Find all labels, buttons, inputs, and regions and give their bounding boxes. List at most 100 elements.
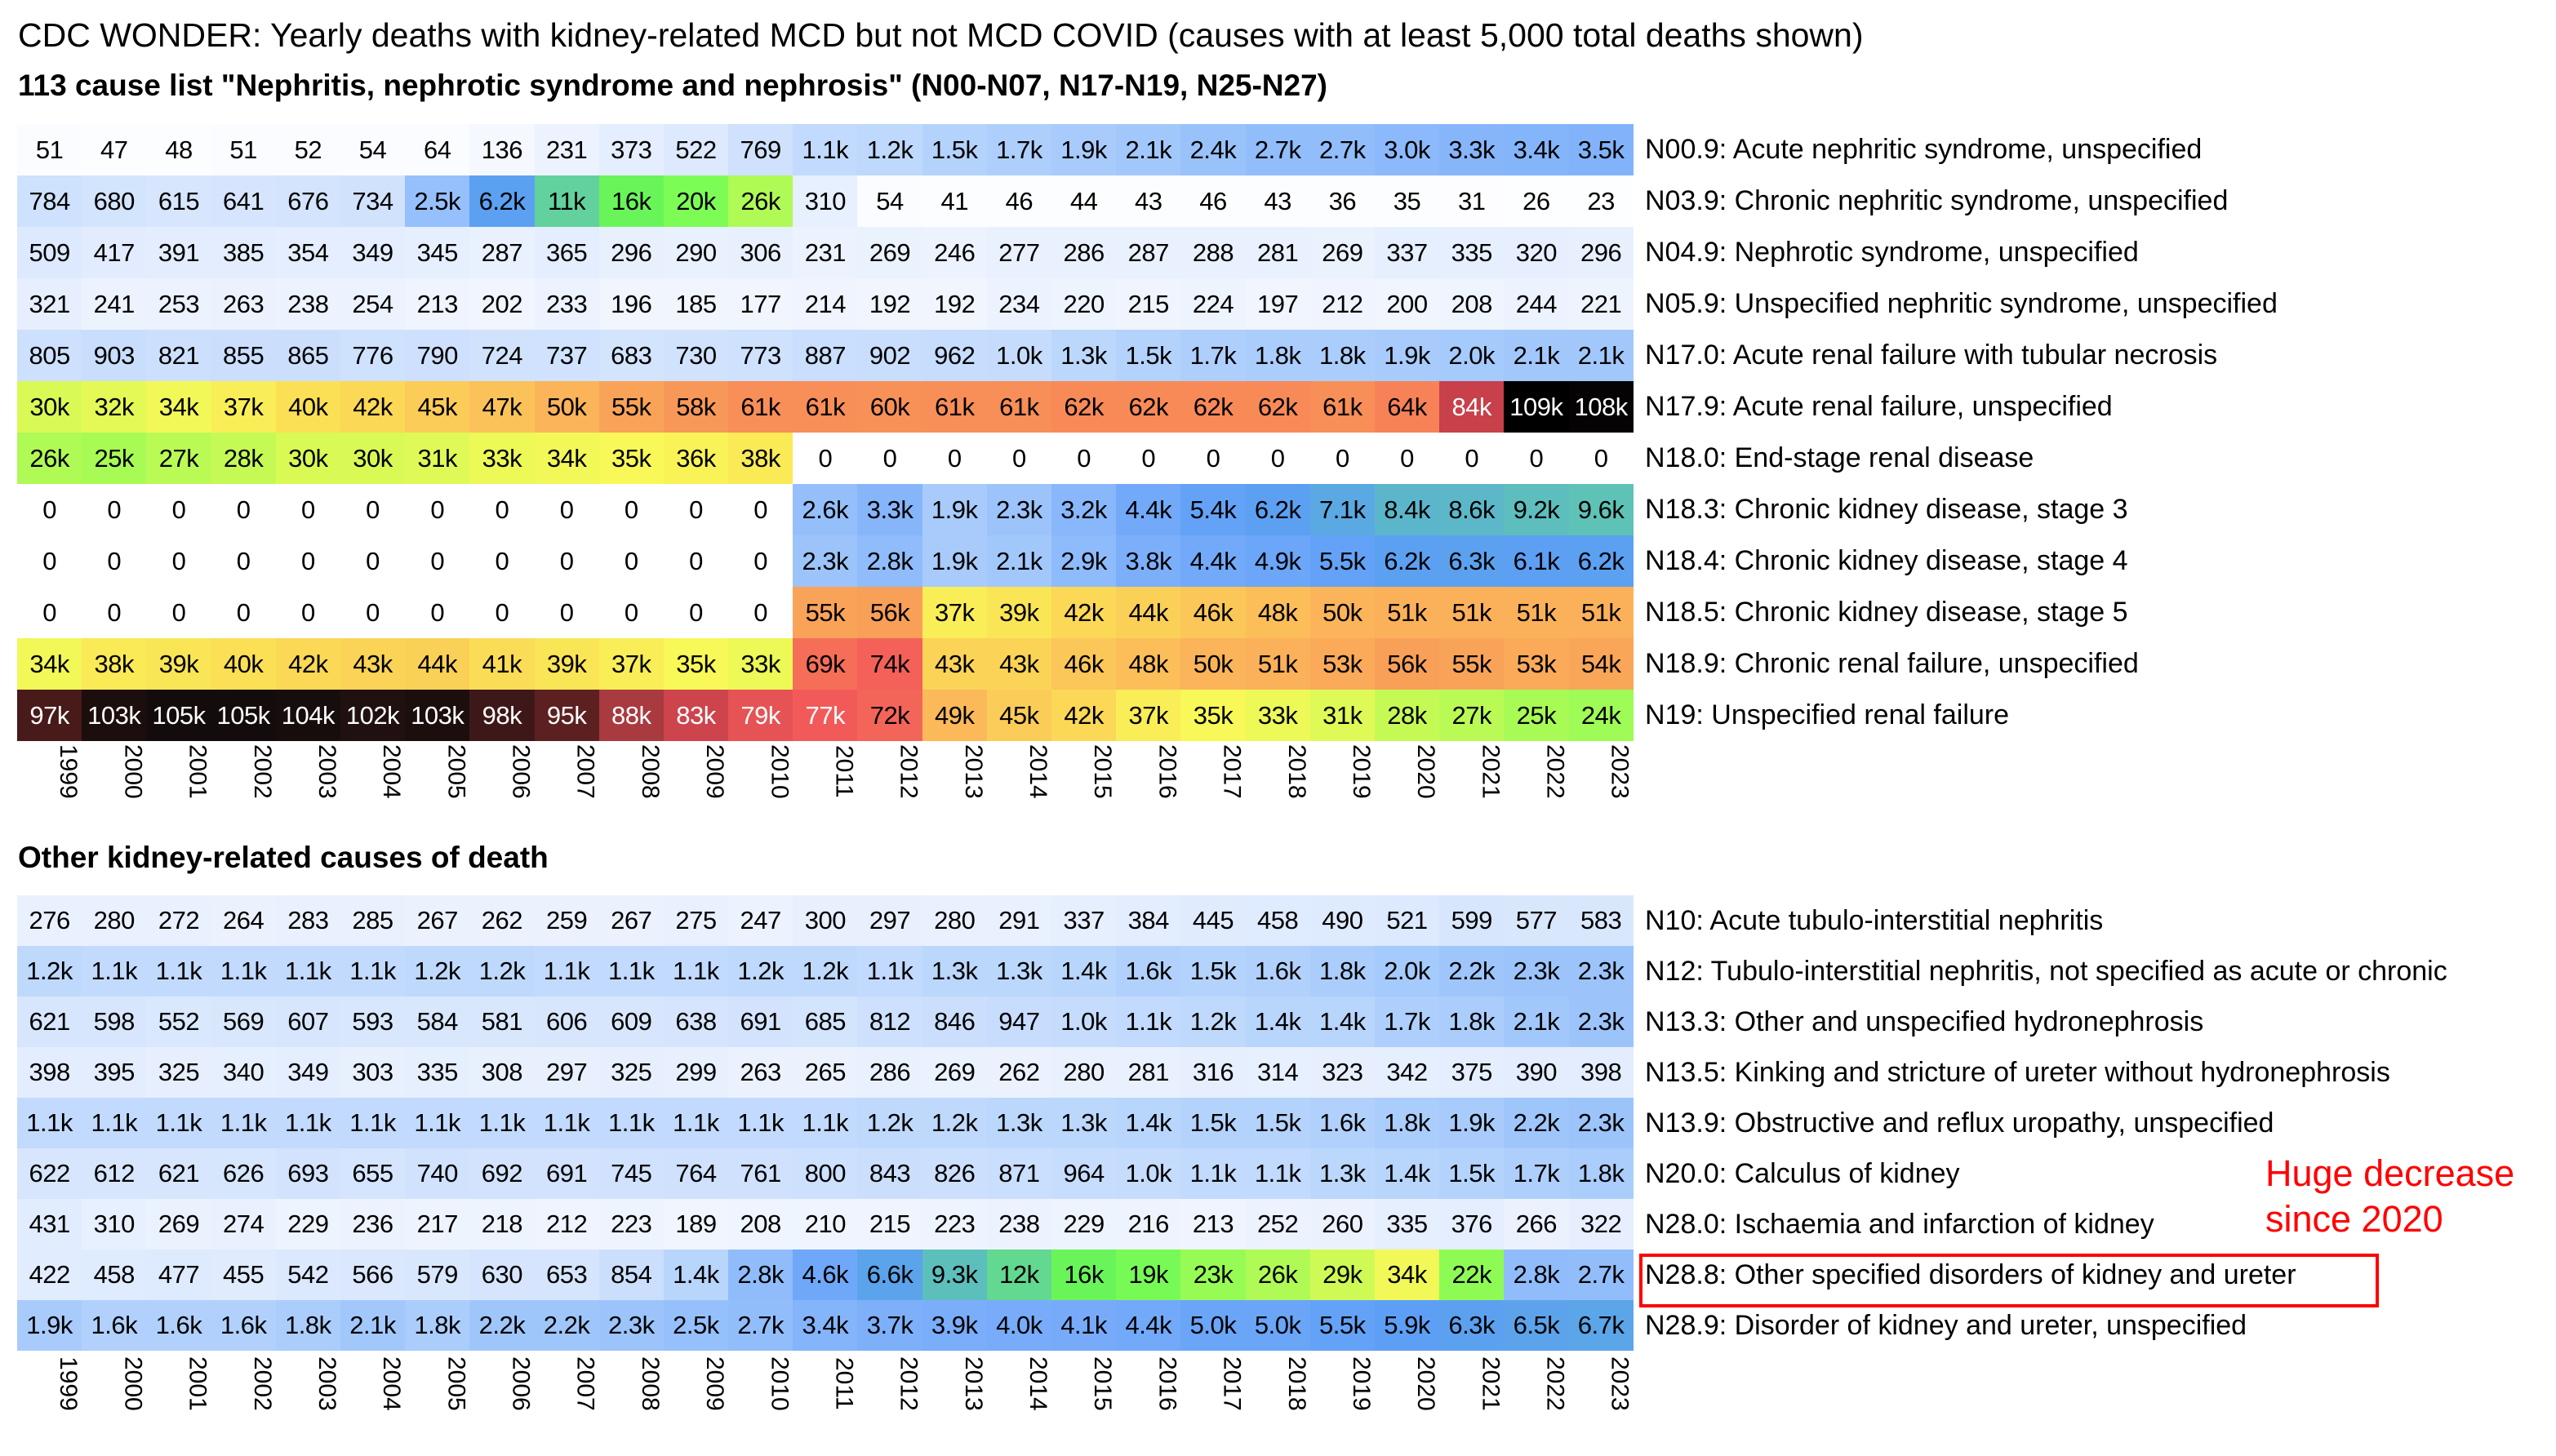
year-tick-label: 2014 xyxy=(1025,744,1051,799)
year-tick-label: 2018 xyxy=(1282,744,1310,799)
heatmap-cell: 0 xyxy=(211,484,276,535)
heatmap-cell: 2.2k xyxy=(534,1300,599,1351)
heatmap-cell: 431 xyxy=(17,1199,82,1250)
heatmap-cell: 280 xyxy=(82,895,147,946)
heatmap-cell: 1.1k xyxy=(598,946,664,997)
heatmap-cell: 1.4k xyxy=(1245,997,1310,1047)
heatmap-cell: 0 xyxy=(534,484,599,535)
heatmap-cell: 231 xyxy=(534,124,599,175)
heatmap-cell: 45k xyxy=(405,381,470,433)
heatmap-cell: 1.7k xyxy=(1504,1148,1569,1199)
heatmap-row: 26k 25k 27k 28k 30k 30k 31k 33k 34k 35k 36k 38k 0 0 0 0… xyxy=(17,433,2034,484)
heatmap-cell: 216 xyxy=(1116,1199,1181,1250)
heatmap-cell: 5.0k xyxy=(1245,1300,1310,1351)
heatmap-cell: 0 xyxy=(1374,433,1440,484)
heatmap-cell: 1.1k xyxy=(340,1098,406,1148)
heatmap-cell: 0 xyxy=(534,587,599,638)
heatmap-cell: 1.1k xyxy=(793,124,858,175)
heatmap-row: 0 0 0 0 0 0 0 0 0 0 0 0 2.6k 3.3k 1.9k 2.3k 3.2k 4.4k 5.4k… xyxy=(17,484,2128,535)
heatmap-cell: 285 xyxy=(340,895,406,946)
heatmap-cell: 761 xyxy=(728,1148,793,1199)
heatmap-cell: 1.9k xyxy=(922,535,987,587)
heatmap-cell: 340 xyxy=(211,1047,276,1098)
heatmap-cell: 3.5k xyxy=(1568,124,1634,175)
heatmap-cell: 4.9k xyxy=(1245,535,1310,587)
heatmap-cell: 784 xyxy=(17,175,82,227)
heatmap-cell: 30k xyxy=(17,381,82,433)
heatmap-cell: 1.2k xyxy=(793,946,858,997)
heatmap-cell: 2.2k xyxy=(469,1300,535,1351)
heatmap-cell: 74k xyxy=(857,638,922,690)
heatmap-cell: 5.5k xyxy=(1309,535,1375,587)
heatmap-cell: 300 xyxy=(793,895,858,946)
heatmap-row: 621 598 552 569 607 593 584 581 606 609 638 691 685 8… xyxy=(17,997,2203,1047)
heatmap-cell: 269 xyxy=(146,1199,211,1250)
heatmap-cell: 197 xyxy=(1245,278,1310,330)
heatmap-cell: 0 xyxy=(211,587,276,638)
heatmap-cell: 253 xyxy=(146,278,211,330)
heatmap-cell: 231 xyxy=(793,227,858,278)
row-label: N20.0: Calculus of kidney xyxy=(1645,1157,1960,1189)
heatmap-cell: 64 xyxy=(405,124,470,175)
heatmap-cell: 764 xyxy=(663,1148,729,1199)
heatmap-cell: 38k xyxy=(728,433,793,484)
heatmap-cell: 192 xyxy=(922,278,987,330)
heatmap-cell: 98k xyxy=(469,690,535,741)
row-label: N05.9: Unspecified nephritic syndrome, u… xyxy=(1645,288,2278,319)
year-tick-label: 2011 xyxy=(830,1357,858,1410)
heatmap-cell: 1.1k xyxy=(17,1098,82,1148)
heatmap-cell: 33k xyxy=(1245,690,1310,741)
heatmap-cell: 84k xyxy=(1439,381,1505,433)
heatmap-cell: 35k xyxy=(598,433,664,484)
heatmap-cell: 215 xyxy=(857,1199,922,1250)
heatmap-cell: 22k xyxy=(1439,1250,1505,1300)
year-tick-label: 2009 xyxy=(701,744,729,799)
heatmap-cell: 653 xyxy=(534,1250,599,1300)
heatmap-cell: 0 xyxy=(857,433,922,484)
heatmap-cell: 8.6k xyxy=(1439,484,1505,535)
heatmap-cell: 1.0k xyxy=(1051,997,1117,1047)
heatmap-cell: 1.1k xyxy=(663,946,729,997)
year-axis-2: 1999 2000 2001 2002 2003 2004 2005 2006 2007 2008… xyxy=(17,1356,1634,1411)
heatmap-cell: 730 xyxy=(663,330,729,381)
year-tick-label: 2019 xyxy=(1347,744,1375,799)
heatmap-cell: 2.3k xyxy=(598,1300,664,1351)
heatmap-cell: 1.1k xyxy=(146,1098,211,1148)
heatmap-cell: 1.1k xyxy=(1245,1148,1310,1199)
heatmap-cell: 39k xyxy=(986,587,1051,638)
year-axis-1: 1999 2000 2001 2002 2003 2004 2005 2006 2007 2008… xyxy=(17,744,1634,799)
heatmap-cell: 391 xyxy=(146,227,211,278)
heatmap-cell: 238 xyxy=(986,1199,1051,1250)
heatmap-cell: 676 xyxy=(275,175,340,227)
heatmap-cell: 46k xyxy=(1051,638,1117,690)
heatmap-cell: 50k xyxy=(534,381,599,433)
heatmap-row: 276 280 272 264 283 285 267 262 259 267 275 247 300 2… xyxy=(17,895,2103,946)
year-tick-label: 2020 xyxy=(1412,1356,1440,1411)
heatmap-cell: 56k xyxy=(857,587,922,638)
heatmap-cell: 12k xyxy=(986,1250,1051,1300)
heatmap-cell: 62k xyxy=(1245,381,1310,433)
heatmap-cell: 0 xyxy=(534,535,599,587)
year-tick-label: 2006 xyxy=(507,744,535,799)
heatmap-cell: 2.5k xyxy=(663,1300,729,1351)
heatmap-cell: 1.6k xyxy=(1309,1098,1375,1148)
heatmap-cell: 34k xyxy=(1374,1250,1440,1300)
row-label: N28.8: Other specified disorders of kidn… xyxy=(1645,1258,2296,1290)
heatmap-cell: 27k xyxy=(1439,690,1505,741)
heatmap-cell: 0 xyxy=(1504,433,1569,484)
heatmap-cell: 843 xyxy=(857,1148,922,1199)
heatmap-cell: 593 xyxy=(340,997,406,1047)
heatmap-cell: 2.1k xyxy=(986,535,1051,587)
heatmap-cell: 1.1k xyxy=(275,946,340,997)
heatmap-cell: 200 xyxy=(1374,278,1440,330)
heatmap-cell: 2.1k xyxy=(1568,330,1634,381)
heatmap-cell: 218 xyxy=(469,1199,535,1250)
heatmap-cell: 734 xyxy=(340,175,406,227)
heatmap-cell: 477 xyxy=(146,1250,211,1300)
heatmap-cell: 267 xyxy=(405,895,470,946)
heatmap-cell: 1.1k xyxy=(146,946,211,997)
heatmap-cell: 1.1k xyxy=(534,946,599,997)
row-label: N18.0: End-stage renal disease xyxy=(1645,442,2034,473)
heatmap-cell: 3.2k xyxy=(1051,484,1117,535)
heatmap-cell: 1.7k xyxy=(986,124,1051,175)
